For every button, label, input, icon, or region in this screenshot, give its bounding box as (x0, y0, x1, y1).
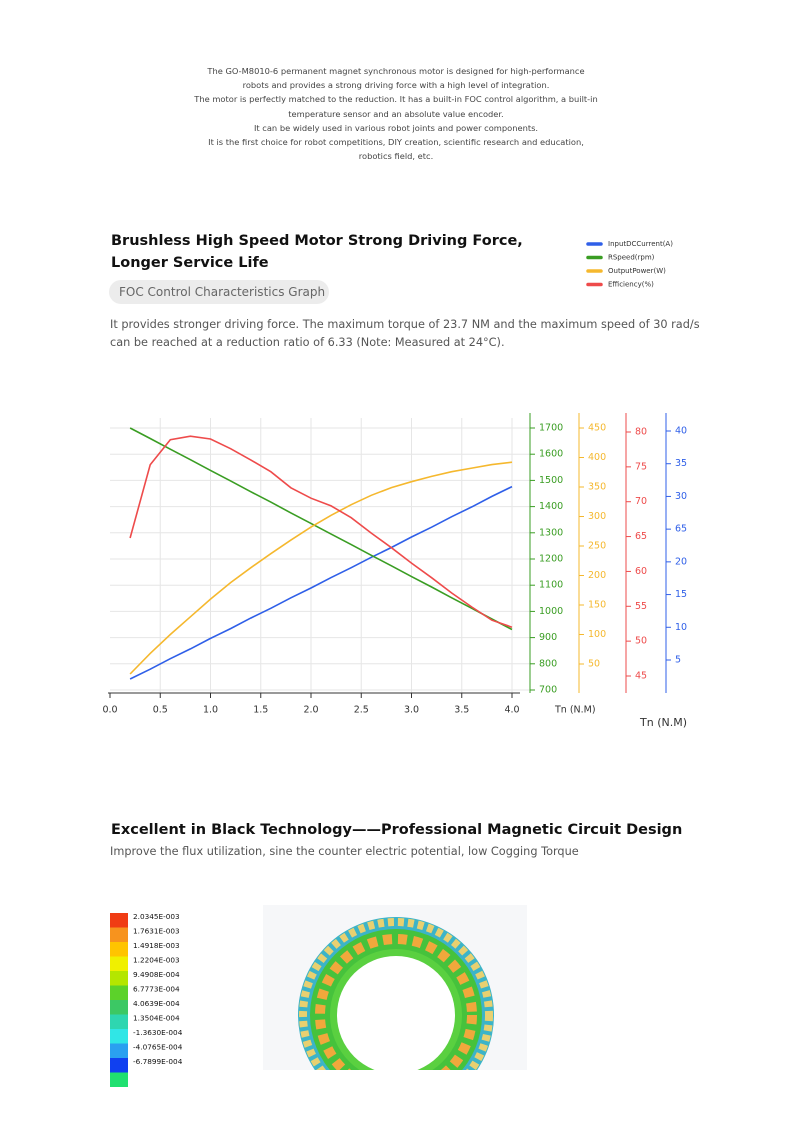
y-tick-label: 65 (635, 531, 647, 542)
scale-swatch (110, 956, 128, 971)
intro-line: robotics field, etc. (358, 151, 434, 162)
intro-line: temperature sensor and an absolute value… (288, 108, 504, 119)
intro-line: robots and provides a strong driving for… (242, 80, 550, 91)
y-tick-label: 150 (588, 600, 606, 611)
y-tick-label: 1500 (539, 475, 563, 486)
intro-line: The motor is perfectly matched to the re… (194, 94, 598, 105)
scale-label: 6.7773E-004 (133, 985, 180, 994)
scale-swatch (110, 971, 128, 986)
y-tick-label: 75 (635, 461, 647, 472)
y-tick-label: 1300 (539, 527, 563, 538)
scale-swatch (110, 1058, 128, 1073)
legend-label: Efficiency(%) (608, 281, 654, 289)
scale-swatch (110, 1072, 128, 1087)
x-axis-label: Tn (N.M) (639, 716, 687, 729)
y-tick-label: 55 (635, 601, 647, 612)
x-tick-label: 1.0 (203, 705, 218, 716)
section-title: Excellent in Black Technology——Professio… (111, 822, 683, 838)
intro-line: The GO-M8010-6 permanent magnet synchron… (207, 66, 585, 76)
y-tick-label: 45 (635, 671, 647, 682)
x-tick-label: 1.5 (253, 705, 268, 716)
y-tick-label: 250 (588, 541, 606, 552)
y-tick-label: 50 (635, 636, 647, 647)
scale-label: 1.4918E-003 (133, 941, 180, 950)
scale-swatch (110, 942, 128, 957)
legend-label: InputDCCurrent(A) (608, 240, 673, 248)
scale-label: 2.0345E-003 (133, 912, 180, 921)
y-tick-label: 1200 (539, 554, 563, 565)
line-series (129, 485, 513, 680)
legend-label: RSpeed(rpm) (608, 254, 655, 262)
y-tick-label: 1400 (539, 501, 563, 512)
motor-image (298, 917, 494, 1070)
scale-swatch (110, 985, 128, 1000)
scale-swatch (110, 913, 128, 928)
scale-swatch (110, 1000, 128, 1015)
y-tick-label: 700 (539, 685, 557, 696)
title-line: Longer Service Life (111, 255, 269, 271)
y-tick-label: 200 (588, 570, 606, 581)
y-tick-label: 20 (675, 556, 687, 567)
y-tick-label: 900 (539, 632, 557, 643)
tag: FOC Control Characteristics Graph (109, 280, 329, 304)
x-tick-label: 0.0 (102, 705, 117, 716)
y-tick-label: 80 (635, 427, 647, 438)
title-line: Brushless High Speed Motor Strong Drivin… (111, 233, 523, 249)
x-tick-label: 2.0 (303, 705, 318, 716)
scale-label: 1.2204E-003 (133, 956, 180, 965)
scale-label: -1.3630E-004 (133, 1028, 183, 1037)
y-tick-label: 30 (675, 491, 687, 502)
scale-label: 9.4908E-004 (133, 970, 180, 979)
legend-label: OutputPower(W) (608, 267, 666, 275)
y-tick-label: 1100 (539, 580, 563, 591)
y-tick-label: 65 (675, 524, 687, 535)
y-tick-label: 100 (588, 629, 606, 640)
y-tick-label: 800 (539, 658, 557, 669)
y-tick-label: 15 (675, 589, 687, 600)
y-tick-label: 300 (588, 511, 606, 522)
y-tick-label: 400 (588, 452, 606, 463)
y-tick-label: 50 (588, 659, 600, 670)
y-tick-label: 70 (635, 496, 647, 507)
y-tick-label: 40 (675, 426, 687, 437)
scale-label: 1.7631E-003 (133, 927, 180, 936)
scale-swatch (110, 1014, 128, 1029)
x-tick-label: 3.0 (404, 705, 419, 716)
text-line: It provides stronger driving force. The … (110, 318, 700, 331)
scale-label: -4.0765E-004 (133, 1043, 183, 1052)
x-axis-label: Tn (N.M) (554, 705, 596, 716)
y-tick-label: 1700 (539, 423, 563, 434)
y-tick-label: 450 (588, 423, 606, 434)
line-series (129, 427, 513, 631)
scale-label: 4.0639E-004 (133, 999, 180, 1008)
section-title: Brushless High Speed Motor Strong Drivin… (111, 230, 523, 274)
x-tick-label: 0.5 (153, 705, 168, 716)
text-line: can be reached at a reduction ratio of 6… (110, 336, 505, 349)
scale-swatch (110, 1029, 128, 1044)
scale-swatch (110, 927, 128, 942)
intro-line: It is the first choice for robot competi… (208, 137, 584, 148)
x-tick-label: 2.5 (354, 705, 369, 716)
line-series (129, 461, 513, 675)
scale-label: 1.3504E-004 (133, 1014, 180, 1023)
scale-label: -6.7899E-004 (133, 1057, 183, 1066)
x-tick-label: 4.0 (504, 705, 519, 716)
section-text: Improve the flux utilization, sine the c… (110, 845, 579, 858)
y-tick-label: 1600 (539, 449, 563, 460)
y-tick-label: 35 (675, 458, 687, 469)
y-tick-label: 1000 (539, 606, 563, 617)
intro: The GO-M8010-6 permanent magnet synchron… (0, 64, 792, 163)
y-tick-label: 10 (675, 622, 687, 633)
x-tick-label: 3.5 (454, 705, 469, 716)
y-tick-label: 5 (675, 655, 681, 666)
intro-line: It can be widely used in various robot j… (253, 122, 539, 133)
line-series (129, 435, 513, 628)
y-tick-label: 60 (635, 566, 647, 577)
section-text: It provides stronger driving force. The … (110, 316, 700, 352)
y-tick-label: 350 (588, 482, 606, 493)
scale-swatch (110, 1043, 128, 1058)
